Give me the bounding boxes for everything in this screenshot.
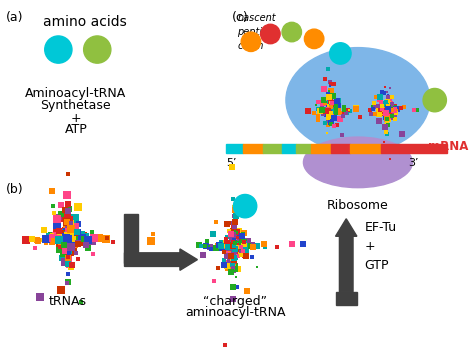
Bar — [381, 144, 399, 153]
Text: EF-Tu
+
GTP: EF-Tu + GTP — [365, 220, 397, 272]
Text: aminoacyl-tRNA: aminoacyl-tRNA — [185, 306, 286, 319]
Bar — [243, 144, 263, 153]
Circle shape — [45, 36, 72, 63]
Text: “charged”: “charged” — [203, 294, 267, 307]
Text: Ribosome: Ribosome — [327, 199, 389, 212]
Bar — [296, 144, 311, 153]
Circle shape — [241, 32, 261, 52]
Text: 5’: 5’ — [227, 159, 237, 168]
Bar — [399, 144, 447, 153]
Text: mRNA: mRNA — [428, 140, 468, 153]
FancyArrow shape — [125, 249, 198, 270]
Circle shape — [261, 24, 280, 44]
Bar — [331, 144, 350, 153]
Bar — [263, 144, 282, 153]
Text: tRNAs: tRNAs — [49, 294, 87, 307]
Text: +: + — [71, 112, 81, 125]
Circle shape — [330, 43, 351, 64]
FancyArrow shape — [336, 219, 357, 292]
Text: Aminoacyl-tRNA: Aminoacyl-tRNA — [25, 87, 127, 100]
Circle shape — [233, 194, 257, 218]
Ellipse shape — [286, 48, 430, 153]
Text: (a): (a) — [6, 11, 23, 24]
Bar — [336, 292, 357, 305]
Bar — [125, 214, 138, 263]
Bar — [282, 144, 296, 153]
Circle shape — [282, 22, 301, 42]
Bar — [226, 144, 243, 153]
Text: Synthetase: Synthetase — [41, 99, 111, 112]
Text: ATP: ATP — [64, 124, 87, 137]
Text: nascent
peptide
chain: nascent peptide chain — [237, 13, 276, 51]
Circle shape — [83, 36, 111, 63]
Text: (b): (b) — [6, 183, 23, 196]
Ellipse shape — [303, 137, 412, 188]
Bar — [350, 144, 381, 153]
Circle shape — [304, 29, 324, 48]
Text: amino acids: amino acids — [43, 14, 127, 28]
Circle shape — [423, 88, 447, 112]
Bar — [311, 144, 331, 153]
Text: 3’: 3’ — [409, 159, 419, 168]
Text: (c): (c) — [231, 11, 248, 24]
